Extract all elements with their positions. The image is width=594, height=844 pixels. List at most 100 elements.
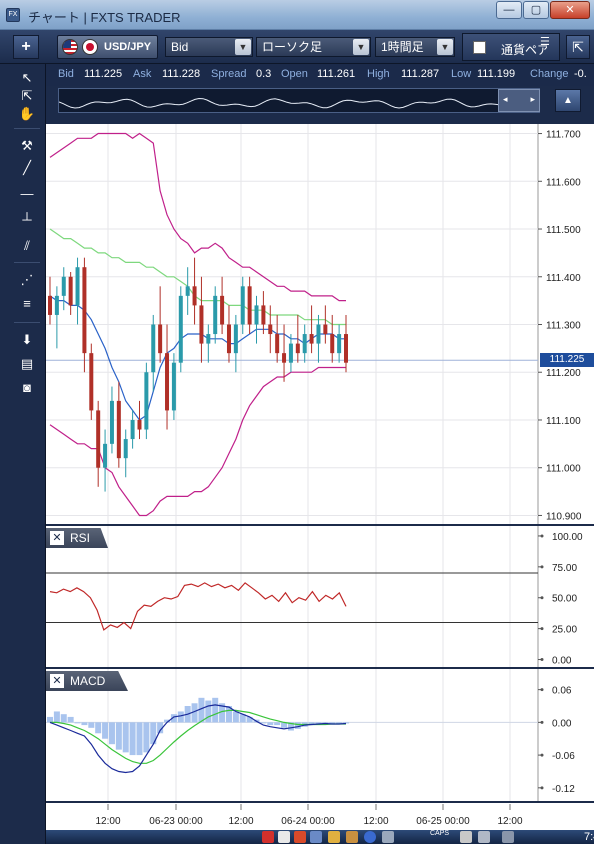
maximize-button[interactable]: ▢ <box>523 1 549 19</box>
popout-button[interactable]: ⇱ <box>566 35 590 59</box>
list-icon[interactable]: ▤ <box>20 356 34 371</box>
flag-us-icon <box>62 39 78 55</box>
chart-type-select[interactable]: ローソク足 ▼ <box>256 37 371 57</box>
trend-line-icon[interactable]: ╱ <box>23 160 31 175</box>
magic-wand-icon[interactable]: ⚒ <box>21 138 33 153</box>
macd-histogram-bar <box>88 722 95 728</box>
network-icon[interactable] <box>278 831 290 843</box>
currency-strength-label: 通貨ペア <box>501 43 547 57</box>
timeframe-select[interactable]: 1時間足 ▼ <box>375 37 455 57</box>
ime-icon[interactable] <box>382 831 394 843</box>
menu-icon[interactable]: ☰ <box>540 36 550 48</box>
candle-body <box>309 334 314 344</box>
candle-body <box>330 334 335 354</box>
macd-histogram-bar <box>129 722 136 756</box>
tray-arrow-icon[interactable] <box>502 831 514 843</box>
cursor-icon[interactable]: ↖ <box>21 70 33 85</box>
tray-app-icon[interactable] <box>328 831 340 843</box>
time-tick-label: 12:00 <box>228 816 253 827</box>
macd-histogram-bar <box>150 722 157 745</box>
candle-body <box>185 286 190 296</box>
high-value: 111.287 <box>401 68 440 80</box>
caps-indicator: CAPS <box>430 830 450 837</box>
camera-icon[interactable]: ◙ <box>23 380 31 395</box>
timeframe-value: 1時間足 <box>381 40 424 54</box>
macd-histogram-bar <box>143 722 150 753</box>
chevron-down-icon[interactable]: ▼ <box>235 39 251 55</box>
crosshair-cursor-icon[interactable]: ⇱ <box>21 88 33 103</box>
time-tick-label: 06-25 00:00 <box>416 816 470 827</box>
chevron-down-icon[interactable]: ▼ <box>353 39 369 55</box>
currency-strength-toggle[interactable]: 通貨ペア <box>462 33 560 61</box>
app-logo-icon: FX <box>6 8 20 22</box>
parallel-lines-icon[interactable]: ⫽ <box>24 238 30 253</box>
rsi-tick-dot <box>540 565 544 569</box>
macd-tick-label: 0.00 <box>552 718 572 729</box>
help-icon[interactable] <box>364 831 376 843</box>
horizontal-line-icon[interactable]: — <box>20 186 34 201</box>
title-bar[interactable]: FX チャート | FXTS TRADER — ▢ ✕ <box>0 0 594 30</box>
fibonacci-fan-icon[interactable]: ⋰ <box>20 272 34 287</box>
time-tick-label: 12:00 <box>497 816 522 827</box>
speaker-icon[interactable] <box>478 831 490 843</box>
candle-body <box>254 305 259 325</box>
macd-histogram-bar <box>81 722 88 726</box>
add-chart-button[interactable]: + <box>13 35 39 59</box>
hand-icon[interactable]: ✋ <box>18 106 36 121</box>
candle-body <box>109 400 114 444</box>
macd-histogram-bar <box>308 722 315 726</box>
overview-scroller[interactable] <box>58 88 540 113</box>
candle-body <box>240 286 245 325</box>
chart-canvas[interactable]: 111.700 111.600 111.500 111.400 111.300 111.2… <box>46 124 594 830</box>
time-tick-label: 12:00 <box>95 816 120 827</box>
fibonacci-retracement-icon[interactable]: ≡ <box>23 296 31 311</box>
candle-body <box>295 343 300 354</box>
macd-histogram-bar <box>170 714 177 723</box>
keyboard-icon[interactable] <box>310 831 322 843</box>
candle-body <box>130 419 135 440</box>
tool-separator <box>14 128 40 129</box>
tool-separator <box>14 262 40 263</box>
candle-body <box>199 305 204 344</box>
high-label: High <box>367 68 390 80</box>
candle-body <box>89 353 94 411</box>
volume-icon[interactable] <box>294 831 306 843</box>
chart-area[interactable]: 111.700 111.600 111.500 111.400 111.300 111.2… <box>46 124 594 830</box>
record-icon[interactable] <box>262 831 274 843</box>
candle-body <box>151 324 156 373</box>
macd-histogram-bar <box>287 722 294 731</box>
price-tick-label: 110.900 <box>546 511 582 522</box>
quote-bar: Bid 111.225 Ask 111.228 Spread 0.3 Open … <box>46 64 594 86</box>
chevron-right-icon[interactable]: ▸ <box>530 94 535 104</box>
price-type-select[interactable]: Bid ▼ <box>165 37 253 57</box>
price-tick-label: 111.200 <box>546 368 581 379</box>
lock-scroll-button[interactable]: ▲ <box>555 89 581 112</box>
macd-tick-dot <box>540 720 544 724</box>
open-value: 111.261 <box>317 68 356 80</box>
close-icon[interactable]: ✕ <box>50 674 64 688</box>
close-button[interactable]: ✕ <box>550 1 590 19</box>
macd-histogram-bar <box>239 714 246 723</box>
minimize-button[interactable]: — <box>496 1 522 19</box>
macd-histogram-bar <box>164 719 171 723</box>
download-icon[interactable]: ⬇ <box>21 332 33 347</box>
macd-histogram-bar <box>281 722 288 728</box>
rsi-panel-tab[interactable]: ✕ RSI <box>46 528 108 548</box>
chevron-left-icon[interactable]: ◂ <box>503 94 508 104</box>
rsi-tick-label: 0.00 <box>552 656 572 667</box>
current-price-marker: 111.225 <box>540 353 594 367</box>
macd-tick-dot <box>540 786 544 790</box>
vertical-line-icon[interactable]: ┴ <box>22 212 32 227</box>
folder-icon[interactable] <box>346 831 358 843</box>
currency-strength-checkbox[interactable] <box>473 41 486 54</box>
overview-navigator[interactable]: ◂ ▸ <box>498 89 540 112</box>
chevron-down-icon[interactable]: ▼ <box>437 39 453 55</box>
monitor-icon[interactable] <box>460 831 472 843</box>
close-icon[interactable]: ✕ <box>50 531 64 545</box>
symbol-selector[interactable]: USD/JPY <box>57 35 158 59</box>
bid-value: 111.225 <box>84 68 123 80</box>
macd-panel-tab[interactable]: ✕ MACD <box>46 671 128 691</box>
macd-histogram-bar <box>60 714 67 723</box>
candle-body <box>96 410 101 468</box>
ask-value: 111.228 <box>162 68 201 80</box>
